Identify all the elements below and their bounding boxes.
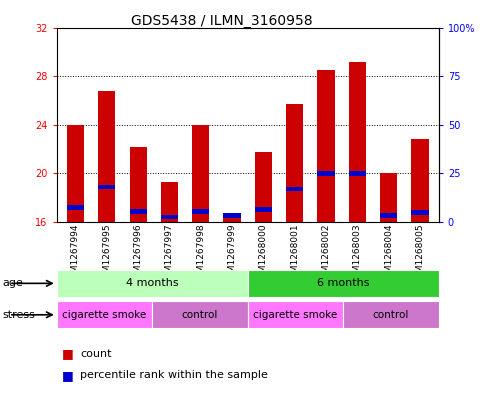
Text: cigarette smoke: cigarette smoke [62, 310, 146, 320]
Bar [349, 62, 366, 222]
Text: control: control [182, 310, 218, 320]
Bar [130, 147, 147, 222]
Bar [247, 270, 439, 297]
Bar [317, 171, 335, 176]
Text: 4 months: 4 months [126, 278, 178, 288]
Bar [57, 301, 152, 328]
Bar [152, 301, 247, 328]
Text: stress: stress [2, 310, 35, 320]
Bar [98, 185, 115, 189]
Bar [411, 140, 428, 222]
Text: percentile rank within the sample: percentile rank within the sample [80, 370, 268, 380]
Bar [247, 301, 343, 328]
Bar [411, 210, 428, 215]
Bar [57, 270, 247, 297]
Bar [286, 104, 303, 222]
Text: ■: ■ [62, 369, 73, 382]
Bar [317, 70, 335, 222]
Bar [67, 205, 84, 210]
Text: control: control [373, 310, 409, 320]
Bar [380, 213, 397, 218]
Text: 6 months: 6 months [317, 278, 369, 288]
Bar [161, 215, 178, 220]
Bar [223, 216, 241, 222]
Bar [380, 173, 397, 222]
Bar [223, 213, 241, 218]
Bar [343, 301, 439, 328]
Bar [192, 125, 210, 222]
Bar [98, 91, 115, 222]
Bar [349, 171, 366, 176]
Bar [255, 207, 272, 212]
Bar [67, 125, 84, 222]
Text: count: count [80, 349, 112, 359]
Text: ■: ■ [62, 347, 73, 360]
Text: age: age [2, 278, 23, 288]
Text: GDS5438 / ILMN_3160958: GDS5438 / ILMN_3160958 [131, 14, 313, 28]
Bar [286, 187, 303, 191]
Bar [255, 152, 272, 222]
Text: cigarette smoke: cigarette smoke [253, 310, 338, 320]
Bar [130, 209, 147, 214]
Bar [192, 209, 210, 214]
Bar [161, 182, 178, 222]
